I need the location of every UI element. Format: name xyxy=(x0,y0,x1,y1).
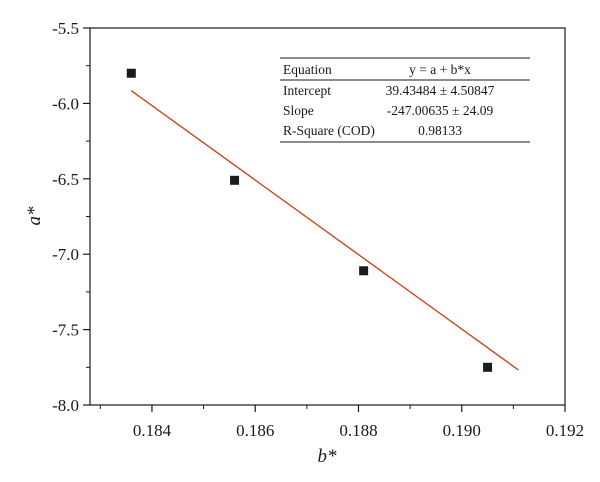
y-tick-label: -6.5 xyxy=(52,170,79,189)
y-tick-label: -6.0 xyxy=(52,94,79,113)
table-row-label: Slope xyxy=(283,103,314,118)
x-tick-label: 0.188 xyxy=(339,421,377,440)
table-row-label: Intercept xyxy=(283,83,331,98)
x-tick-label: 0.184 xyxy=(133,421,172,440)
linear-fit-line xyxy=(130,90,519,371)
x-axis-title: b* xyxy=(318,446,338,467)
table-row-value: y = a + b*x xyxy=(409,62,471,77)
data-point xyxy=(230,175,240,185)
y-axis-title: a* xyxy=(24,206,45,226)
stats-table: Equation y = a + b*x Intercept 39.43484 ± 4… xyxy=(280,57,530,143)
y-tick-label: -7.0 xyxy=(52,245,79,264)
y-tick-label: -5.5 xyxy=(52,19,79,38)
table-row-label: Equation xyxy=(283,62,332,77)
x-axis: 0.184 0.186 0.188 0.190 0.192 xyxy=(99,405,584,440)
data-point xyxy=(126,68,136,78)
table-row-label: R-Square (COD) xyxy=(283,123,375,138)
y-tick-label: -8.0 xyxy=(52,396,79,415)
y-tick-label: -7.5 xyxy=(52,321,79,340)
y-axis: -8.0 -7.5 -7.0 -6.5 -6.0 -5.5 xyxy=(52,19,90,415)
data-points-layer xyxy=(126,68,493,372)
fit-line-layer xyxy=(130,90,519,371)
table-row-value: 0.98133 xyxy=(418,123,462,138)
x-tick-label: 0.190 xyxy=(443,421,481,440)
data-point xyxy=(483,362,493,372)
x-tick-label: 0.186 xyxy=(236,421,274,440)
table-row-value: 39.43484 ± 4.50847 xyxy=(386,83,495,98)
data-point xyxy=(359,266,369,276)
x-tick-label: 0.192 xyxy=(546,421,584,440)
table-row-value: -247.00635 ± 24.09 xyxy=(387,103,494,118)
